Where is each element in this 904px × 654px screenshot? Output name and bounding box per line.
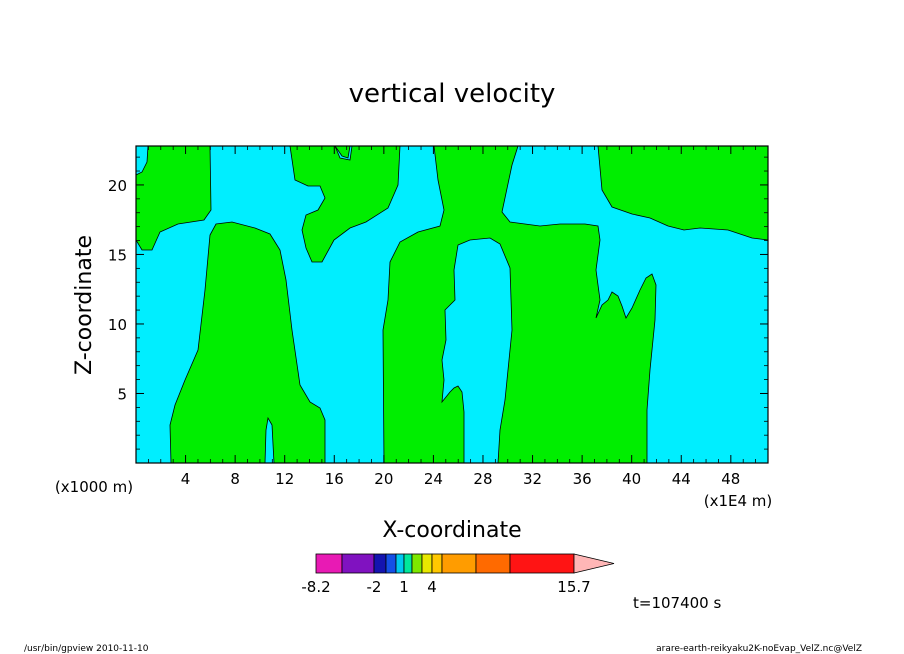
x-axis: 4 8 12 16 20 24 28 32 36 40 44 48 <box>147 146 757 488</box>
x-axis-label: X-coordinate <box>382 518 521 543</box>
y-axis: 5 10 15 20 <box>108 156 768 450</box>
positive-region <box>169 221 326 464</box>
colorbar-segment <box>421 553 433 574</box>
x-tick-label: 36 <box>573 470 592 488</box>
colorbar-segment <box>373 553 387 574</box>
colorbar-segment <box>431 553 443 574</box>
time-label: t=107400 s <box>633 594 721 612</box>
x-tick-label: 40 <box>622 470 641 488</box>
colorbar-segment <box>341 553 375 574</box>
colorbar-tick-label: 4 <box>427 578 437 596</box>
y-tick-label: 5 <box>117 385 127 403</box>
y-tick-label: 10 <box>108 316 127 334</box>
footer-right: arare-earth-reikyaku2K-noEvap_VelZ.nc@Ve… <box>656 644 862 654</box>
colorbar-segment <box>385 553 397 574</box>
x-tick-label: 4 <box>181 470 191 488</box>
plot-area <box>135 145 769 464</box>
x-offset-label: (x1E4 m) <box>704 492 773 510</box>
y-tick-label: 15 <box>108 246 127 264</box>
x-tick-label: 24 <box>424 470 443 488</box>
colorbar-segment <box>411 553 423 574</box>
colorbar-tick-label: -2 <box>367 578 382 596</box>
positive-region <box>289 145 401 263</box>
colorbar-tick-label: -8.2 <box>301 578 330 596</box>
colorbar-tick-labels: -8.2 -2 1 4 15.7 <box>301 578 590 596</box>
positive-region <box>135 145 212 251</box>
plot-frame <box>135 145 769 464</box>
colorbar-arrow <box>573 553 615 574</box>
x-tick-label: 44 <box>672 470 691 488</box>
y-axis-label: Z-coordinate <box>72 235 97 375</box>
x-tick-label: 16 <box>325 470 344 488</box>
colorbar <box>315 553 615 574</box>
y-tick-label: 20 <box>108 177 127 195</box>
chart-title: vertical velocity <box>349 79 556 109</box>
colorbar-segment <box>475 553 511 574</box>
colorbar-segment <box>395 553 405 574</box>
colorbar-segment <box>315 553 343 574</box>
colorbar-segment <box>403 553 413 574</box>
colorbar-tick-label: 1 <box>399 578 409 596</box>
footer-left: /usr/bin/gpview 2010-11-10 <box>24 644 149 654</box>
x-scale-label: (x1000 m) <box>55 478 133 496</box>
x-tick-label: 48 <box>721 470 740 488</box>
x-tick-label: 28 <box>473 470 492 488</box>
x-tick-label: 12 <box>275 470 294 488</box>
colorbar-tick-label: 15.7 <box>557 578 590 596</box>
colorbar-segment <box>509 553 575 574</box>
x-tick-label: 8 <box>230 470 240 488</box>
colorbar-segment <box>441 553 477 574</box>
x-tick-label: 20 <box>374 470 393 488</box>
x-tick-label: 32 <box>523 470 542 488</box>
